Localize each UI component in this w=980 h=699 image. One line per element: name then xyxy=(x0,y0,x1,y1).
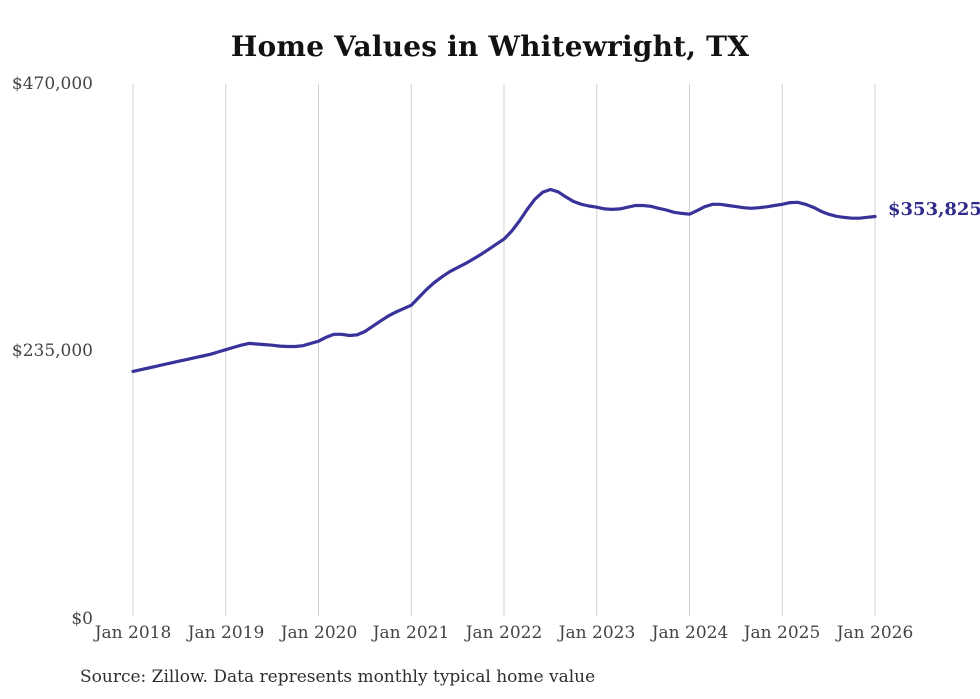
x-tick-label-2018: Jan 2018 xyxy=(94,623,172,643)
x-tick-label-2022: Jan 2022 xyxy=(465,623,543,643)
x-tick-label-2023: Jan 2023 xyxy=(558,623,636,643)
x-tick-label-2021: Jan 2021 xyxy=(372,623,450,643)
x-tick-label-2024: Jan 2024 xyxy=(651,623,729,643)
x-tick-label-2019: Jan 2019 xyxy=(187,623,265,643)
chart-title: Home Values in Whitewright, TX xyxy=(230,30,750,63)
home-value-line xyxy=(131,187,877,373)
y-tick-label-0: $0 xyxy=(71,609,93,629)
source-note: Source: Zillow. Data represents monthly … xyxy=(80,667,596,687)
y-tick-label-470000: $470,000 xyxy=(11,74,93,94)
x-tick-label-2026: Jan 2026 xyxy=(836,623,914,643)
y-tick-label-235000: $235,000 xyxy=(11,341,93,361)
x-tick-label-2020: Jan 2020 xyxy=(280,623,358,643)
x-tick-label-2025: Jan 2025 xyxy=(743,623,821,643)
latest-value-label: $353,825 xyxy=(888,199,980,220)
